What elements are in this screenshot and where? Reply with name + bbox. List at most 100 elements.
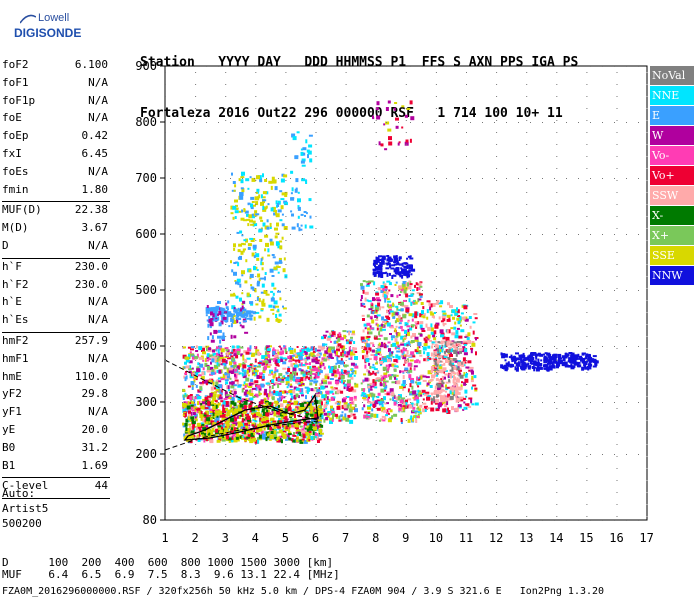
echo-point — [268, 391, 271, 395]
echo-point — [449, 348, 454, 353]
echo-point — [327, 412, 331, 416]
grid-dot — [350, 520, 351, 521]
plot-frame — [164, 65, 648, 521]
echo-point — [237, 421, 242, 426]
grid-dot — [315, 132, 317, 133]
echo-point — [247, 434, 252, 438]
echo-point — [255, 191, 258, 194]
echo-point — [306, 149, 310, 153]
grid-dot — [165, 408, 166, 409]
echo-point — [456, 309, 460, 314]
echo-point — [264, 234, 269, 238]
echo-point — [401, 304, 406, 307]
echo-point — [279, 190, 283, 193]
echo-point — [202, 398, 206, 403]
echo-point — [372, 272, 377, 276]
grid-dot — [195, 300, 197, 301]
echo-point — [578, 355, 583, 358]
grid-dot — [542, 346, 543, 347]
grid-dot — [398, 402, 399, 403]
echo-point — [296, 131, 300, 134]
echo-point — [292, 420, 297, 424]
echo-point — [394, 284, 397, 286]
echo-point — [312, 398, 315, 401]
echo-point — [396, 350, 401, 353]
echo-point — [427, 395, 432, 398]
grid-dot — [602, 346, 603, 347]
echo-point — [295, 178, 299, 183]
echo-point — [304, 409, 307, 412]
echo-point — [405, 403, 408, 408]
echo-point — [199, 438, 203, 441]
echo-point — [438, 358, 441, 362]
echo-point — [413, 367, 416, 371]
echo-point — [407, 388, 410, 393]
echo-point — [281, 173, 285, 177]
echo-point — [247, 347, 252, 352]
echo-point — [389, 375, 392, 380]
echo-point — [415, 324, 418, 329]
echo-point — [253, 316, 256, 321]
echo-point — [386, 317, 391, 320]
grid-dot — [566, 346, 567, 347]
echo-point — [230, 417, 234, 422]
echo-point — [312, 356, 316, 359]
echo-point — [213, 415, 216, 418]
echo-point — [420, 327, 425, 330]
echo-point — [379, 363, 382, 366]
echo-point — [393, 401, 397, 406]
echo-point — [570, 354, 575, 358]
echo-point — [207, 401, 211, 405]
echo-point — [416, 346, 419, 351]
echo-point — [289, 424, 292, 428]
echo-point — [269, 241, 274, 246]
echo-point — [438, 379, 443, 384]
echo-point — [280, 418, 283, 421]
echo-point — [443, 355, 448, 359]
echo-point — [326, 396, 329, 401]
echo-point — [378, 141, 381, 146]
echo-point — [228, 417, 232, 421]
echo-point — [233, 370, 238, 375]
echo-point — [281, 390, 285, 394]
echo-point — [277, 404, 280, 408]
param-label: M(D) — [2, 221, 29, 235]
echo-point — [271, 379, 275, 384]
grid-dot — [255, 156, 257, 157]
echo-point — [470, 378, 474, 383]
echo-point — [573, 361, 576, 365]
grid-dot — [350, 346, 351, 347]
echo-point — [443, 371, 445, 374]
echo-point — [365, 299, 369, 302]
echo-point — [405, 308, 410, 313]
echo-point — [437, 387, 439, 391]
grid-dot — [315, 240, 317, 241]
grid-dot — [278, 122, 279, 123]
grid-dot — [422, 290, 423, 291]
echo-point — [436, 362, 439, 367]
echo-point — [560, 361, 563, 364]
echo-point — [370, 353, 374, 356]
grid-dot — [422, 402, 423, 403]
echo-point — [382, 293, 385, 298]
echo-point — [572, 357, 576, 359]
echo-point — [403, 402, 407, 406]
echo-point — [213, 330, 218, 333]
echo-point — [338, 419, 342, 422]
param-row: fmin 1.80 — [2, 183, 110, 201]
echo-point — [446, 318, 451, 322]
grid-dot — [195, 324, 197, 325]
grid-dot — [285, 240, 287, 241]
echo-point — [352, 389, 357, 393]
echo-point — [270, 431, 274, 434]
echo-point — [280, 416, 285, 420]
grid-dot — [285, 288, 287, 289]
grid-dot — [195, 228, 197, 229]
param-value: N/A — [88, 75, 108, 89]
echo-point — [407, 362, 412, 367]
echo-point — [585, 355, 588, 360]
echo-point — [332, 330, 335, 333]
echo-point — [363, 305, 366, 308]
echo-point — [417, 411, 420, 413]
